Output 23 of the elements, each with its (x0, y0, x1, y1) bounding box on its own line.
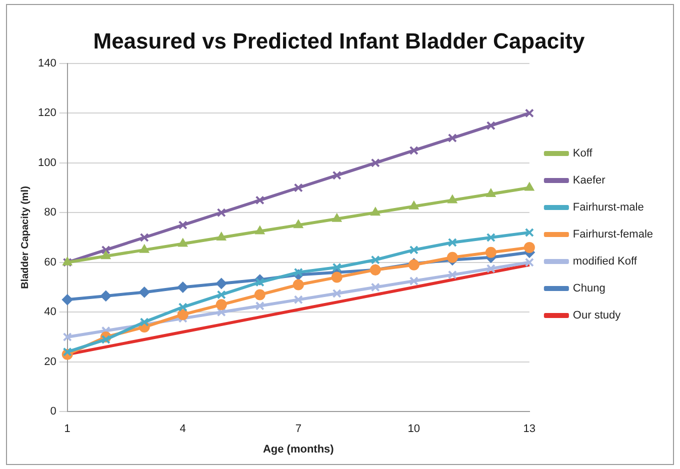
y-tick-label: 60 (44, 256, 56, 268)
legend-label: Koff (572, 148, 594, 160)
y-tick-label: 0 (50, 406, 56, 418)
x-tick-label: 13 (523, 423, 536, 436)
x-tick-label: 7 (295, 423, 302, 436)
legend-label: Fairhurst-female (572, 228, 653, 241)
legend-label: Fairhurst-male (572, 202, 644, 214)
x-tick-label: 10 (408, 423, 420, 436)
x-tick-label: 1 (64, 423, 70, 436)
y-tick-label: 40 (44, 306, 56, 318)
x-axis-title: Age (months) (262, 443, 334, 456)
chart-title: Measured vs Predicted Infant Bladder Capacity (93, 28, 586, 54)
y-tick-label: 120 (38, 107, 56, 120)
y-tick-label: 140 (38, 57, 56, 70)
y-axis-title: Bladder Capacity (ml) (20, 186, 31, 289)
x-tick-label: 4 (180, 423, 186, 436)
legend-label: Kaefer (572, 174, 606, 187)
legend-label: Our study (572, 310, 622, 322)
legend-label: Chung (572, 282, 606, 295)
legend-label: modified Koff (572, 256, 638, 268)
y-tick-label: 20 (44, 356, 56, 368)
y-tick-label: 80 (44, 206, 56, 219)
y-tick-label: 100 (38, 156, 56, 169)
